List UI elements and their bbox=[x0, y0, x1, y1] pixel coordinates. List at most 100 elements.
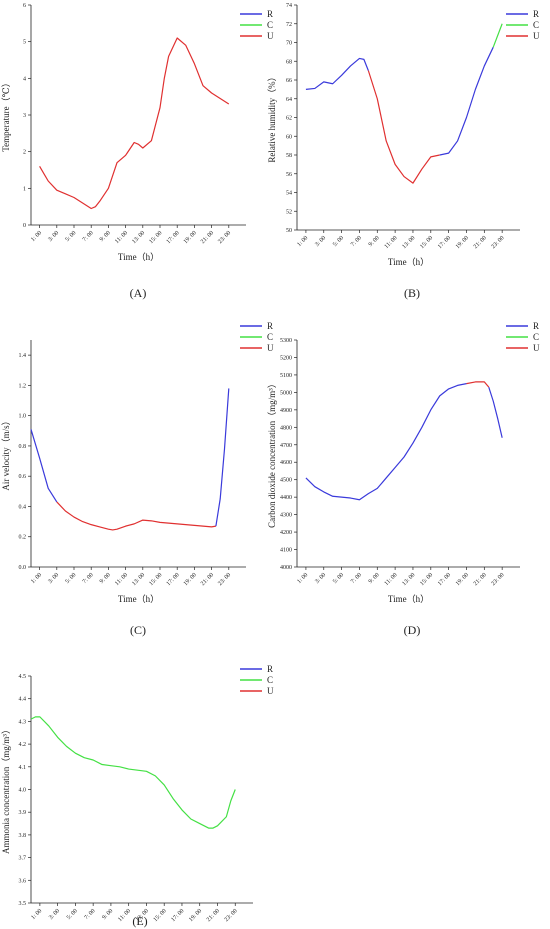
y-tick-label: 4200 bbox=[280, 530, 292, 536]
y-tick-label: 4.2 bbox=[19, 742, 27, 748]
series-line-R bbox=[30, 429, 58, 503]
y-tick-label: 4900 bbox=[280, 408, 292, 414]
panel-label: (B) bbox=[404, 286, 420, 300]
x-tick-label: 9: 00 bbox=[368, 235, 381, 248]
y-tick-label: 60 bbox=[286, 134, 292, 140]
x-tick-label: 23: 00 bbox=[224, 908, 239, 923]
y-tick-label: 4400 bbox=[280, 495, 292, 501]
y-tick-label: 0.6 bbox=[19, 474, 27, 480]
x-tick-label: 3: 00 bbox=[47, 572, 60, 585]
x-tick-label: 19: 00 bbox=[455, 572, 470, 587]
y-tick-label: 5 bbox=[23, 40, 26, 46]
legend: RCU bbox=[506, 321, 540, 353]
y-tick-label: 4100 bbox=[280, 548, 292, 554]
y-tick-label: 4.1 bbox=[19, 765, 27, 771]
x-tick-label: 23: 00 bbox=[217, 572, 232, 587]
x-tick-label: 21: 00 bbox=[200, 230, 215, 245]
y-tick-label: 0 bbox=[23, 223, 26, 229]
series-line-C bbox=[30, 716, 236, 829]
y-tick-label: 3.5 bbox=[19, 901, 27, 907]
x-axis-title: Time（h） bbox=[118, 594, 159, 604]
legend: RCU bbox=[240, 9, 274, 41]
legend-label-R: R bbox=[267, 321, 273, 331]
x-tick-label: 1: 00 bbox=[296, 235, 309, 248]
y-tick-label: 3.7 bbox=[19, 856, 27, 862]
y-tick-label: 4.4 bbox=[19, 697, 27, 703]
y-tick-label: 4.3 bbox=[19, 719, 27, 725]
y-tick-label: 4800 bbox=[280, 425, 292, 431]
y-tick-label: 74 bbox=[286, 3, 292, 9]
x-tick-label: 23: 00 bbox=[491, 235, 506, 250]
x-tick-label: 3: 00 bbox=[48, 908, 61, 921]
legend-label-C: C bbox=[267, 332, 273, 342]
y-tick-label: 3.9 bbox=[19, 810, 27, 816]
legend-label-R: R bbox=[267, 664, 273, 674]
series-line-R bbox=[305, 383, 467, 501]
y-tick-label: 66 bbox=[286, 78, 292, 84]
x-tick-label: 7: 00 bbox=[350, 235, 363, 248]
x-tick-label: 19: 00 bbox=[183, 230, 198, 245]
x-tick-label: 7: 00 bbox=[82, 572, 95, 585]
legend-label-U: U bbox=[533, 31, 540, 41]
legend: RCU bbox=[506, 9, 540, 41]
x-tick-label: 19: 00 bbox=[455, 235, 470, 250]
series-line-R bbox=[439, 46, 494, 156]
y-tick-label: 50 bbox=[286, 228, 292, 234]
y-tick-label: 1 bbox=[23, 186, 26, 192]
x-tick-label: 7: 00 bbox=[84, 908, 97, 921]
x-tick-label: 1: 00 bbox=[30, 230, 43, 243]
y-tick-label: 0.8 bbox=[19, 444, 27, 450]
y-tick-label: 56 bbox=[286, 172, 292, 178]
y-tick-label: 58 bbox=[286, 153, 292, 159]
y-axis-title: Carbon dioxide concentration（mg/m³） bbox=[267, 379, 277, 528]
y-tick-label: 70 bbox=[286, 41, 292, 47]
chart-C: 0.0 0.2 0.4 0.6 0.8 1.0 1.2 1.4 1: 00 3: 00 5: 00 7… bbox=[1, 321, 274, 637]
series-line-R bbox=[488, 386, 503, 438]
legend-label-C: C bbox=[533, 332, 539, 342]
y-axis-title: Temperature（℃） bbox=[1, 78, 11, 151]
x-tick-label: 5: 00 bbox=[65, 230, 78, 243]
y-tick-label: 5100 bbox=[280, 373, 292, 379]
y-axis-title: Ammonia concentration（mg/m³） bbox=[1, 725, 11, 854]
series-line-U bbox=[39, 37, 230, 210]
chart-D: 4000 4100 4200 4300 4400 4500 4600 4700 4800 4900… bbox=[267, 321, 540, 637]
x-tick-label: 15: 00 bbox=[148, 230, 163, 245]
y-tick-label: 3.6 bbox=[19, 878, 27, 884]
y-tick-label: 68 bbox=[286, 59, 292, 65]
x-tick-label: 5: 00 bbox=[332, 235, 345, 248]
x-tick-label: 5: 00 bbox=[65, 572, 78, 585]
legend-label-C: C bbox=[533, 20, 539, 30]
x-tick-label: 15: 00 bbox=[153, 908, 168, 923]
x-tick-label: 15: 00 bbox=[419, 235, 434, 250]
x-tick-label: 9: 00 bbox=[99, 230, 112, 243]
series-line-C bbox=[492, 23, 503, 48]
x-tick-label: 21: 00 bbox=[200, 572, 215, 587]
y-tick-label: 1.0 bbox=[19, 414, 27, 420]
chart-B: 50 52 54 56 58 60 62 64 66 68 70 72 74 1: 00 3: 00 5: 0… bbox=[267, 3, 540, 300]
y-tick-label: 0.2 bbox=[19, 535, 27, 541]
x-axis-title: Time（h） bbox=[388, 257, 429, 267]
legend-label-C: C bbox=[267, 675, 273, 685]
y-tick-label: 3 bbox=[23, 113, 26, 119]
legend-label-R: R bbox=[533, 321, 539, 331]
y-tick-label: 72 bbox=[286, 22, 292, 28]
x-tick-label: 13: 00 bbox=[401, 572, 416, 587]
y-tick-label: 3.8 bbox=[19, 833, 27, 839]
x-tick-label: 13: 00 bbox=[401, 235, 416, 250]
x-tick-label: 3: 00 bbox=[314, 572, 327, 585]
x-tick-label: 19: 00 bbox=[188, 908, 203, 923]
x-tick-label: 17: 00 bbox=[437, 235, 452, 250]
x-axis-title: Time（h） bbox=[118, 252, 159, 262]
x-tick-label: 1: 00 bbox=[30, 572, 43, 585]
y-tick-label: 5200 bbox=[280, 355, 292, 361]
x-tick-label: 9: 00 bbox=[101, 908, 114, 921]
x-tick-label: 23: 00 bbox=[491, 572, 506, 587]
x-tick-label: 5: 00 bbox=[66, 908, 79, 921]
y-tick-label: 54 bbox=[286, 191, 292, 197]
x-tick-label: 21: 00 bbox=[473, 572, 488, 587]
series-line-U bbox=[367, 70, 440, 184]
legend-label-U: U bbox=[267, 31, 274, 41]
y-tick-label: 1.4 bbox=[19, 353, 27, 359]
x-tick-label: 9: 00 bbox=[368, 572, 381, 585]
x-tick-label: 11: 00 bbox=[117, 908, 132, 923]
